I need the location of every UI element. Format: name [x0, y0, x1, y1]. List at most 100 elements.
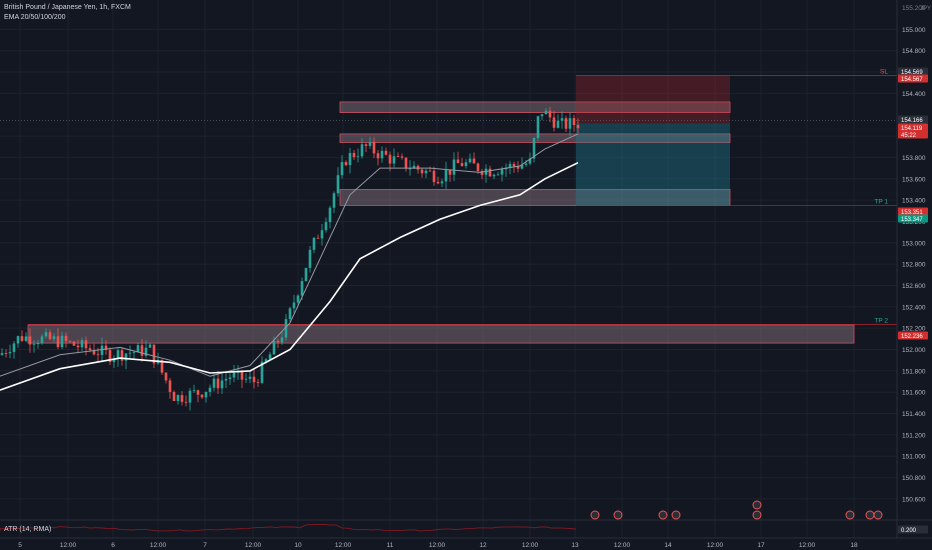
candle[interactable] [20, 336, 24, 341]
candle[interactable] [488, 168, 492, 177]
candle[interactable] [88, 348, 92, 351]
candle[interactable] [140, 345, 144, 356]
candle[interactable] [392, 156, 396, 164]
candle[interactable] [436, 182, 440, 184]
candle[interactable] [196, 390, 200, 395]
candle[interactable] [316, 237, 320, 239]
candle[interactable] [408, 168, 412, 170]
candle[interactable] [372, 142, 376, 154]
candle[interactable] [424, 170, 428, 174]
economic-event-marker[interactable] [590, 510, 600, 520]
candle[interactable] [328, 207, 332, 223]
candle[interactable] [432, 170, 436, 183]
candle[interactable] [456, 159, 460, 164]
candle[interactable] [24, 336, 28, 341]
atr-line[interactable] [0, 524, 577, 532]
candle[interactable] [272, 340, 276, 355]
candle[interactable] [0, 353, 4, 355]
candle[interactable] [360, 144, 364, 157]
candle[interactable] [560, 118, 564, 121]
candle[interactable] [136, 345, 140, 353]
candle[interactable] [384, 150, 388, 155]
candle[interactable] [132, 352, 136, 353]
candle[interactable] [564, 118, 568, 129]
candle[interactable] [464, 162, 468, 167]
candle[interactable] [200, 394, 204, 398]
candle[interactable] [120, 350, 124, 361]
candle[interactable] [500, 169, 504, 175]
candle[interactable] [516, 166, 520, 169]
atr-legend[interactable]: ATR (14, RMA) [4, 526, 52, 533]
candle[interactable] [124, 353, 128, 361]
support-resistance-zone[interactable] [27, 324, 855, 344]
candle[interactable] [524, 163, 528, 165]
candle[interactable] [544, 110, 548, 115]
candle[interactable] [304, 267, 308, 282]
candle[interactable] [148, 344, 152, 348]
candle[interactable] [576, 125, 580, 129]
candle[interactable] [420, 169, 424, 174]
candle[interactable] [404, 157, 408, 169]
candle[interactable] [400, 156, 404, 158]
candle[interactable] [28, 336, 32, 345]
candle[interactable] [164, 372, 168, 381]
indicator-legend[interactable]: EMA 20/50/100/200 [4, 14, 66, 21]
candle[interactable] [224, 378, 228, 381]
candle[interactable] [240, 370, 244, 380]
candle[interactable] [128, 352, 132, 354]
candle[interactable] [40, 336, 44, 344]
candle[interactable] [32, 343, 36, 345]
candle[interactable] [476, 163, 480, 172]
candle[interactable] [460, 163, 464, 167]
candle[interactable] [444, 169, 448, 182]
candle[interactable] [12, 343, 16, 353]
candle[interactable] [220, 380, 224, 389]
candle[interactable] [56, 336, 60, 348]
candle[interactable] [512, 163, 516, 167]
candle[interactable] [8, 352, 12, 354]
candle[interactable] [160, 359, 164, 373]
candle[interactable] [348, 152, 352, 166]
candle[interactable] [412, 165, 416, 169]
candle[interactable] [64, 335, 68, 342]
candle[interactable] [472, 158, 476, 164]
candle[interactable] [60, 335, 64, 348]
candle[interactable] [356, 156, 360, 158]
candle[interactable] [176, 395, 180, 402]
support-resistance-zone[interactable] [339, 101, 731, 113]
candle[interactable] [532, 137, 536, 159]
candle[interactable] [172, 391, 176, 402]
candle[interactable] [452, 159, 456, 175]
candle[interactable] [528, 158, 532, 164]
candle[interactable] [268, 354, 272, 360]
economic-event-marker[interactable] [613, 510, 623, 520]
candle[interactable] [480, 171, 484, 175]
candle[interactable] [336, 175, 340, 194]
candle[interactable] [276, 340, 280, 343]
candle[interactable] [568, 118, 572, 129]
candle[interactable] [92, 350, 96, 355]
candle[interactable] [144, 347, 148, 356]
economic-event-marker[interactable] [658, 510, 668, 520]
symbol-title[interactable]: British Pound / Japanese Yen, 1h, FXCM [4, 4, 131, 11]
candle[interactable] [212, 378, 216, 388]
candle[interactable] [100, 345, 104, 355]
candle[interactable] [352, 152, 356, 158]
take-profit-box[interactable] [576, 123, 730, 206]
candle[interactable] [520, 164, 524, 169]
candle[interactable] [448, 169, 452, 175]
candle[interactable] [300, 281, 304, 296]
candle[interactable] [280, 337, 284, 343]
candle[interactable] [548, 110, 552, 118]
candle[interactable] [284, 319, 288, 338]
candle[interactable] [340, 162, 344, 176]
candle[interactable] [256, 382, 260, 383]
candle[interactable] [216, 378, 220, 389]
candle[interactable] [152, 344, 156, 364]
candle[interactable] [4, 353, 8, 354]
candle[interactable] [264, 359, 268, 362]
candle[interactable] [308, 249, 312, 268]
candle[interactable] [556, 120, 560, 128]
candle[interactable] [376, 153, 380, 159]
